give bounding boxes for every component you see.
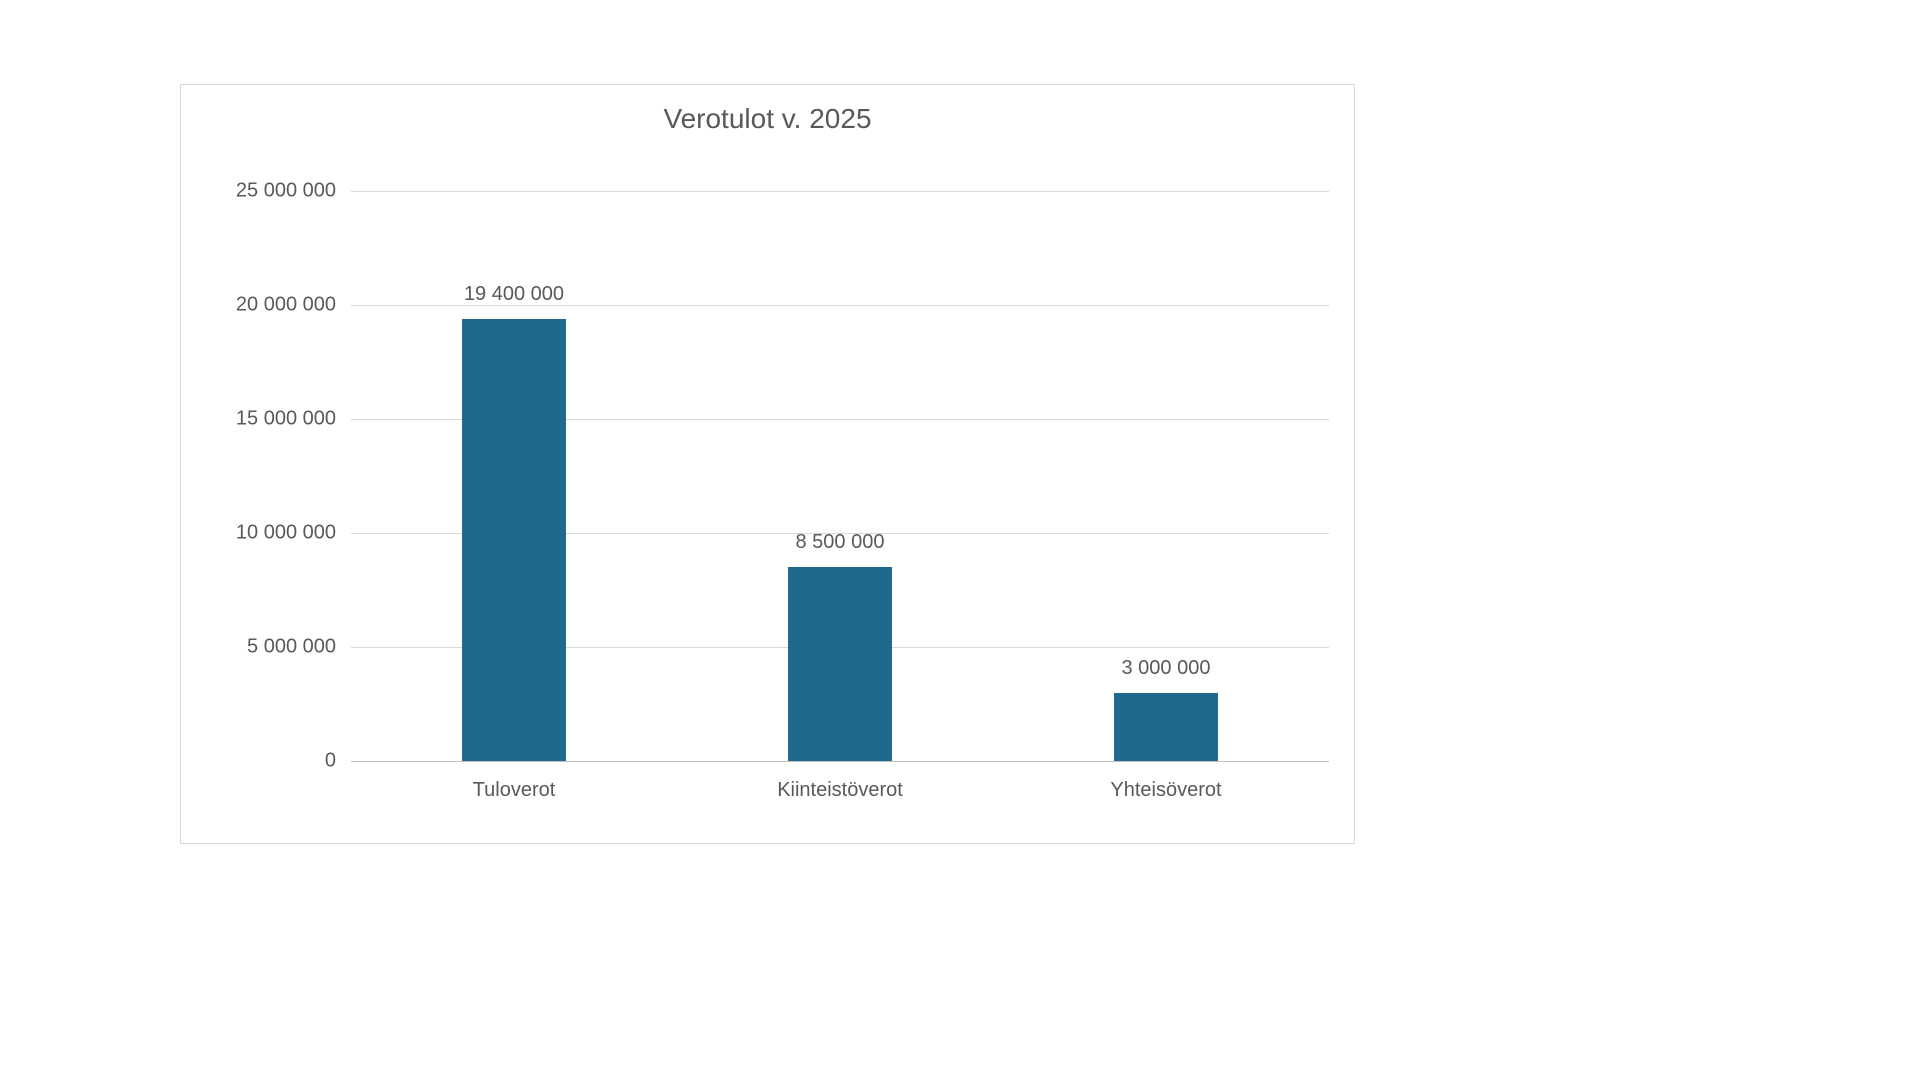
plot-area: 19 400 000 8 500 000 3 000 000 xyxy=(351,191,1329,761)
y-tick-label: 5 000 000 xyxy=(186,636,336,659)
chart-card: Verotulot v. 2025 19 400 000 8 500 000 3 0… xyxy=(180,84,1355,844)
bar xyxy=(788,567,892,761)
gridline xyxy=(351,191,1329,192)
bar-data-label: 8 500 000 xyxy=(710,531,970,554)
y-tick-label: 0 xyxy=(186,750,336,773)
x-tick-label: Tuloverot xyxy=(384,779,644,802)
y-tick-label: 25 000 000 xyxy=(186,180,336,203)
y-tick-label: 10 000 000 xyxy=(186,522,336,545)
y-tick-label: 15 000 000 xyxy=(186,408,336,431)
chart-title: Verotulot v. 2025 xyxy=(181,103,1354,135)
x-tick-label: Kiinteistöverot xyxy=(710,779,970,802)
x-tick-label: Yhteisöverot xyxy=(1036,779,1296,802)
bar-data-label: 19 400 000 xyxy=(384,283,644,306)
bar xyxy=(1114,693,1218,761)
bar-data-label: 3 000 000 xyxy=(1036,657,1296,680)
bar xyxy=(462,319,566,761)
y-tick-label: 20 000 000 xyxy=(186,294,336,317)
gridline xyxy=(351,761,1329,762)
